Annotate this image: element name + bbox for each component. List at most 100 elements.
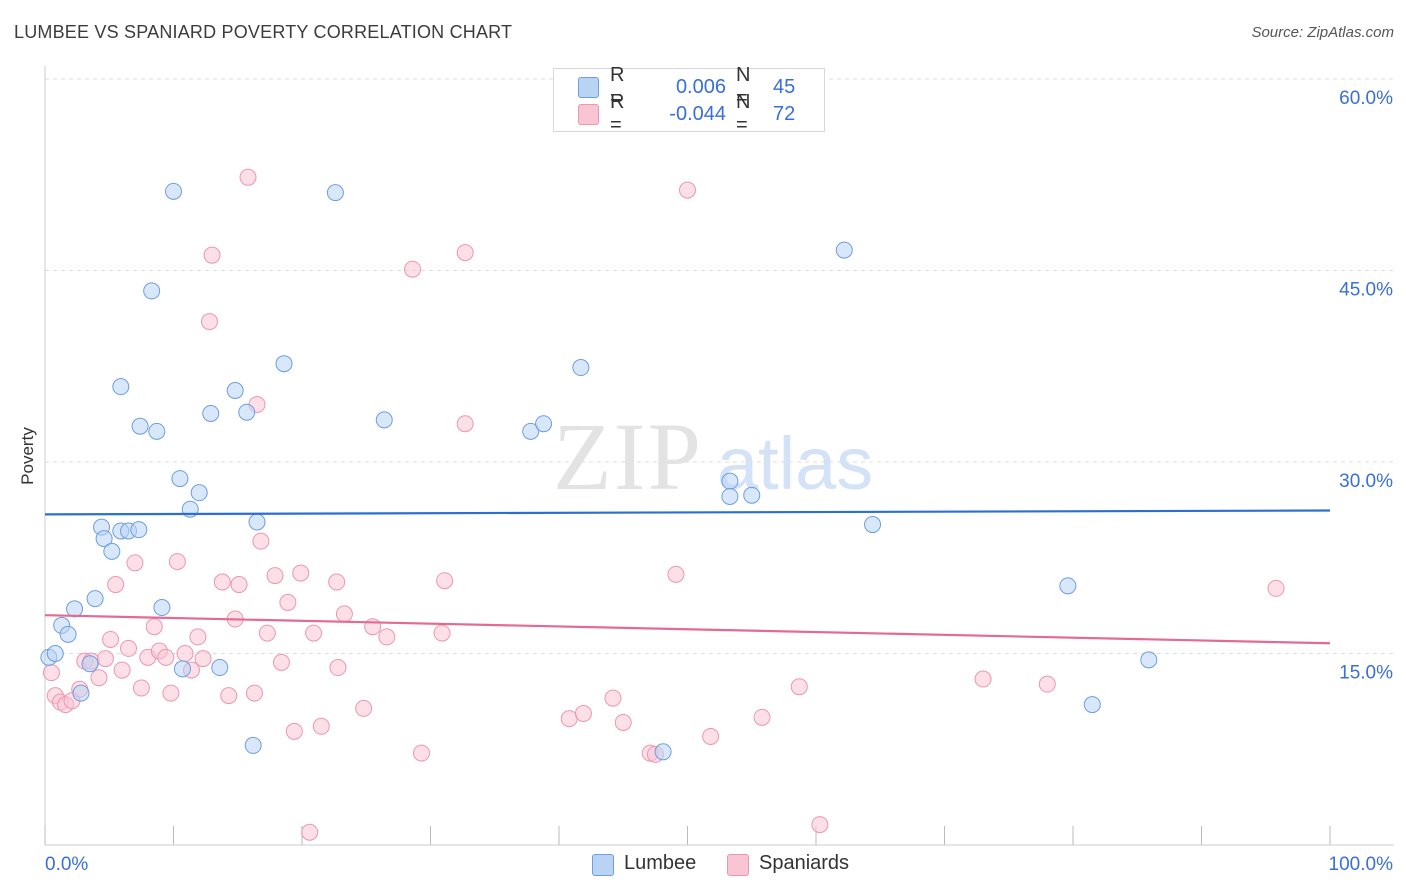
axes — [44, 66, 1394, 846]
y-tick-label: 45.0% — [1339, 280, 1393, 301]
spaniards-point — [126, 554, 144, 572]
lumbee-point — [66, 600, 84, 618]
spaniards-point — [258, 624, 276, 642]
spaniards-point — [604, 689, 622, 707]
spaniards-point — [90, 669, 108, 687]
legend-r-value: 0.006 — [675, 75, 726, 98]
spaniards-point — [702, 727, 720, 745]
lumbee-point — [375, 411, 393, 429]
watermark: ZIP atlas — [553, 403, 873, 510]
lumbee-point — [131, 417, 149, 435]
y-tick-label: 30.0% — [1339, 471, 1393, 492]
lumbee-point — [211, 659, 229, 677]
lumbee-point — [522, 422, 540, 440]
spaniards-point — [679, 181, 696, 199]
lumbee-point — [81, 655, 99, 673]
lumbee-point — [72, 684, 90, 702]
spaniards-point — [753, 708, 771, 726]
lumbee-point — [148, 422, 166, 440]
lumbee-points — [40, 182, 1158, 761]
spaniards-point — [433, 624, 451, 642]
spaniards-point — [203, 246, 221, 264]
spaniards-point — [252, 532, 270, 550]
legend-r-value: -0.044 — [669, 102, 726, 125]
spaniards-point — [266, 567, 284, 585]
stats-legend: R = 0.006 N = 45 R = -0.044 N = 72 — [553, 64, 825, 136]
spaniards-point — [974, 670, 992, 688]
lumbee-trend-line — [44, 509, 1331, 516]
spaniards-point — [614, 713, 632, 731]
y-axis-label: Poverty — [18, 427, 37, 485]
spaniards-point — [312, 717, 330, 735]
lumbee-point — [59, 625, 77, 643]
spaniards-point — [560, 710, 578, 728]
spaniards-trend-line — [44, 614, 1331, 645]
lumbee-point — [721, 487, 739, 505]
legend-n-label: N = — [736, 91, 751, 136]
spaniards-point — [364, 618, 382, 636]
spaniards-point — [285, 722, 303, 740]
lumbee-point — [112, 378, 130, 396]
lumbee-point — [202, 404, 220, 422]
lumbee-point — [103, 542, 121, 560]
lumbee-point — [238, 403, 256, 421]
spaniards-point — [162, 684, 180, 702]
spaniards-point — [194, 650, 212, 668]
lumbee-point — [1083, 696, 1101, 714]
spaniards-point — [120, 639, 138, 657]
grid-lines — [45, 78, 1394, 654]
watermark-zip: ZIP — [553, 403, 703, 510]
spaniards-point — [102, 630, 120, 648]
lumbee-point — [535, 415, 553, 433]
spaniards-point — [378, 628, 396, 646]
spaniards-point — [42, 664, 60, 682]
spaniards-point — [213, 573, 231, 591]
spaniards-point — [1267, 579, 1285, 597]
spaniards-point — [272, 653, 290, 671]
legend-n-value: 72 — [773, 102, 796, 125]
chart-title: LUMBEE VS SPANIARD POVERTY CORRELATION C… — [14, 22, 513, 42]
spaniards-point — [667, 565, 685, 583]
y-tick-label: 15.0% — [1339, 663, 1393, 684]
lumbee-point — [86, 590, 104, 608]
lumbee-point — [864, 516, 882, 534]
spaniards-point — [113, 661, 131, 679]
lumbee-point — [275, 355, 293, 373]
spaniards-point — [456, 415, 474, 433]
spaniards-point — [413, 744, 431, 762]
x-tick-label: 100.0% — [1329, 854, 1394, 875]
spaniards-point — [279, 593, 297, 611]
lumbee-point — [743, 486, 761, 504]
spaniards-point — [790, 678, 808, 696]
lumbee-point — [130, 521, 148, 539]
lumbee-point — [95, 530, 113, 548]
spaniards-point — [811, 816, 829, 834]
lumbee-point — [165, 182, 182, 200]
x-tick-labels: 0.0% 100.0% — [45, 854, 1393, 875]
spaniards-points — [42, 168, 1285, 841]
spaniards-point — [230, 576, 248, 594]
spaniards-point — [456, 244, 474, 262]
y-tick-labels: 15.0% 30.0% 45.0% 60.0% — [1339, 88, 1393, 684]
spaniards-point — [355, 699, 373, 717]
lumbee-point — [1140, 651, 1158, 669]
spaniards-point — [168, 553, 186, 571]
spaniards-point — [436, 572, 454, 590]
legend-n-value: 45 — [773, 75, 796, 98]
spaniards-legend-swatch — [727, 854, 749, 876]
lumbee-legend-label: Lumbee — [624, 852, 697, 874]
spaniards-point — [305, 624, 323, 642]
spaniards-point — [239, 168, 257, 186]
lumbee-point — [248, 513, 266, 531]
lumbee-point — [46, 645, 64, 662]
lumbee-point — [654, 743, 672, 761]
lumbee-point — [572, 359, 590, 377]
legend-n-label: N = — [736, 64, 751, 109]
spaniards-point — [335, 605, 353, 623]
lumbee-point — [226, 382, 244, 400]
lumbee-point — [171, 470, 189, 488]
lumbee-point — [244, 736, 262, 754]
lumbee-legend-swatch — [592, 854, 614, 876]
legend-r-label: R = — [610, 91, 625, 136]
